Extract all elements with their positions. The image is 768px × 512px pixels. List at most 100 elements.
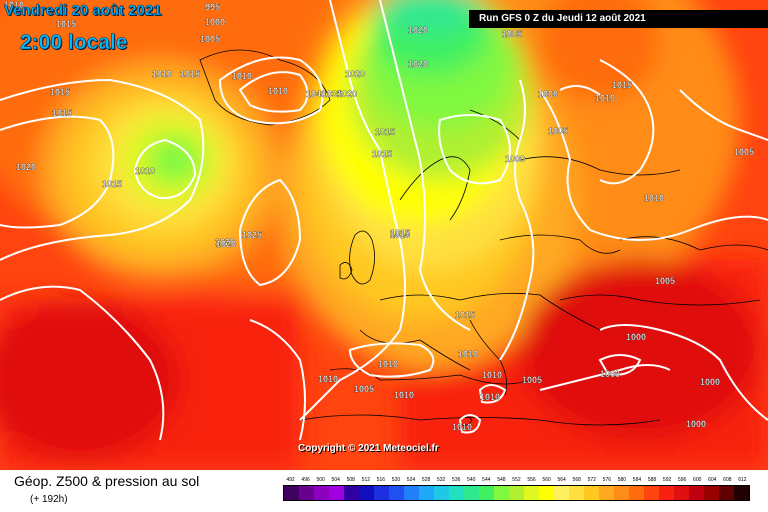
scale-level-label: 536	[452, 477, 461, 483]
scale-level-label: 608	[723, 477, 732, 483]
isobar-label: 1005	[548, 126, 568, 136]
scale-level-label: 516	[376, 477, 386, 483]
isobar-label: 1000	[205, 17, 225, 27]
isobar-label: 1015	[102, 179, 122, 189]
scale-level-label: 512	[361, 477, 371, 483]
scale-color-swatch	[704, 486, 719, 500]
isobar-label: 1010	[394, 390, 414, 400]
color-scale-bar	[283, 485, 750, 501]
isobar-label: 1015	[372, 149, 392, 159]
scale-level-label: 500	[316, 477, 325, 483]
isobar-label: 1015	[56, 19, 76, 29]
isobar-label: 1025	[242, 230, 262, 240]
scale-color-swatch	[539, 486, 554, 500]
color-scale: 492 496 500 504 508 512 516 520 524 528 532 536 540 5…	[283, 477, 750, 501]
scale-level-label: 580	[617, 477, 627, 483]
isobar-label: 1015	[180, 69, 200, 79]
scale-color-swatch	[719, 486, 734, 500]
isobar-label: 1010	[4, 0, 24, 10]
scale-level-label: 584	[632, 477, 642, 483]
scale-level-label: 552	[512, 477, 521, 483]
isobar-label: 1020	[215, 237, 235, 247]
scale-color-swatch	[404, 486, 419, 500]
scale-color-swatch	[479, 486, 494, 500]
scale-level-label: 564	[557, 477, 566, 483]
scale-color-swatch	[344, 486, 359, 500]
isobar-label: 1020	[16, 162, 36, 172]
isobar-label: 1005	[655, 276, 675, 286]
scale-level-label: 592	[662, 477, 672, 483]
legend-title: Géop. Z500 & pression au sol	[14, 473, 200, 489]
scale-level-label: 492	[286, 477, 295, 483]
legend-panel: Géop. Z500 & pression au sol (+ 192h) 49…	[0, 470, 768, 512]
scale-color-swatch	[359, 486, 374, 500]
isobar-label: 1010	[232, 71, 252, 81]
model-run-info: Run GFS 0 Z du Jeudi 12 août 2021	[469, 10, 768, 28]
scale-color-swatch	[734, 486, 749, 500]
scale-color-swatch	[284, 486, 299, 500]
scale-level-label: 532	[436, 477, 446, 483]
scale-color-swatch	[464, 486, 479, 500]
isobar-label: 1000	[505, 154, 525, 164]
isobar-label: 1010	[378, 359, 398, 369]
scale-color-swatch	[434, 486, 449, 500]
isobar-label: 1015	[390, 228, 410, 238]
scale-color-swatch	[614, 486, 629, 500]
isobar-label: 1020	[345, 69, 365, 79]
scale-color-swatch	[419, 486, 434, 500]
scale-level-label: 520	[391, 477, 401, 483]
scale-level-label: 528	[421, 477, 431, 483]
legend-forecast-hour: (+ 192h)	[30, 494, 68, 505]
scale-color-swatch	[374, 486, 389, 500]
scale-color-swatch	[299, 486, 314, 500]
isobar-label: 1005	[522, 375, 542, 385]
isobar-label: 1010	[452, 422, 472, 432]
scale-level-label: 524	[406, 477, 416, 483]
isobar-label: 1010	[318, 374, 338, 384]
scale-color-swatch	[449, 486, 464, 500]
scale-color-swatch	[644, 486, 659, 500]
isobar-label: 1020	[408, 59, 428, 69]
scale-color-swatch	[659, 486, 674, 500]
scale-level-label: 596	[677, 477, 687, 483]
isobar-label: 1015	[455, 310, 475, 320]
isobar-label: 1010	[135, 166, 155, 176]
isobar-label: 1020	[216, 239, 236, 249]
isobar-label: 1005	[354, 384, 374, 394]
isobar-label: 1015	[612, 80, 632, 90]
scale-color-swatch	[329, 486, 344, 500]
isobar-label: 1000	[538, 89, 558, 99]
scale-level-label: 560	[542, 477, 551, 483]
isobar-label: 1015	[375, 127, 395, 137]
scale-color-swatch	[509, 486, 524, 500]
scale-color-swatch	[569, 486, 584, 500]
scale-color-swatch	[629, 486, 644, 500]
scale-color-swatch	[554, 486, 569, 500]
scale-level-label: 588	[647, 477, 657, 483]
isobar-label: 1010	[458, 349, 478, 359]
scale-color-swatch	[494, 486, 509, 500]
isobar-label: 1010	[595, 93, 615, 103]
coastlines	[199, 49, 768, 426]
scale-level-label: 540	[467, 477, 476, 483]
scale-color-swatch	[524, 486, 539, 500]
scale-level-label: 548	[497, 477, 506, 483]
isobar-label: 1040	[306, 89, 326, 99]
scale-level-label: 544	[482, 477, 491, 483]
forecast-local-time: 2:00 locale	[20, 31, 128, 55]
isobar-label: 1020	[408, 25, 428, 35]
scale-level-label: 604	[708, 477, 717, 483]
isobar-label: 1010	[268, 86, 288, 96]
isobar-label: 1010	[152, 69, 172, 79]
scale-level-label: 508	[346, 477, 355, 483]
scale-level-label: 496	[301, 477, 310, 483]
isobar-label: 1010	[390, 230, 410, 240]
scale-level-label: 504	[331, 477, 340, 483]
isobar-label: 1015	[52, 108, 72, 118]
scale-color-swatch	[674, 486, 689, 500]
isobar-label: 1000	[686, 419, 706, 429]
isobar-label: 1005	[200, 34, 220, 44]
isobars	[0, 0, 768, 441]
isobar-label: 1000	[626, 332, 646, 342]
